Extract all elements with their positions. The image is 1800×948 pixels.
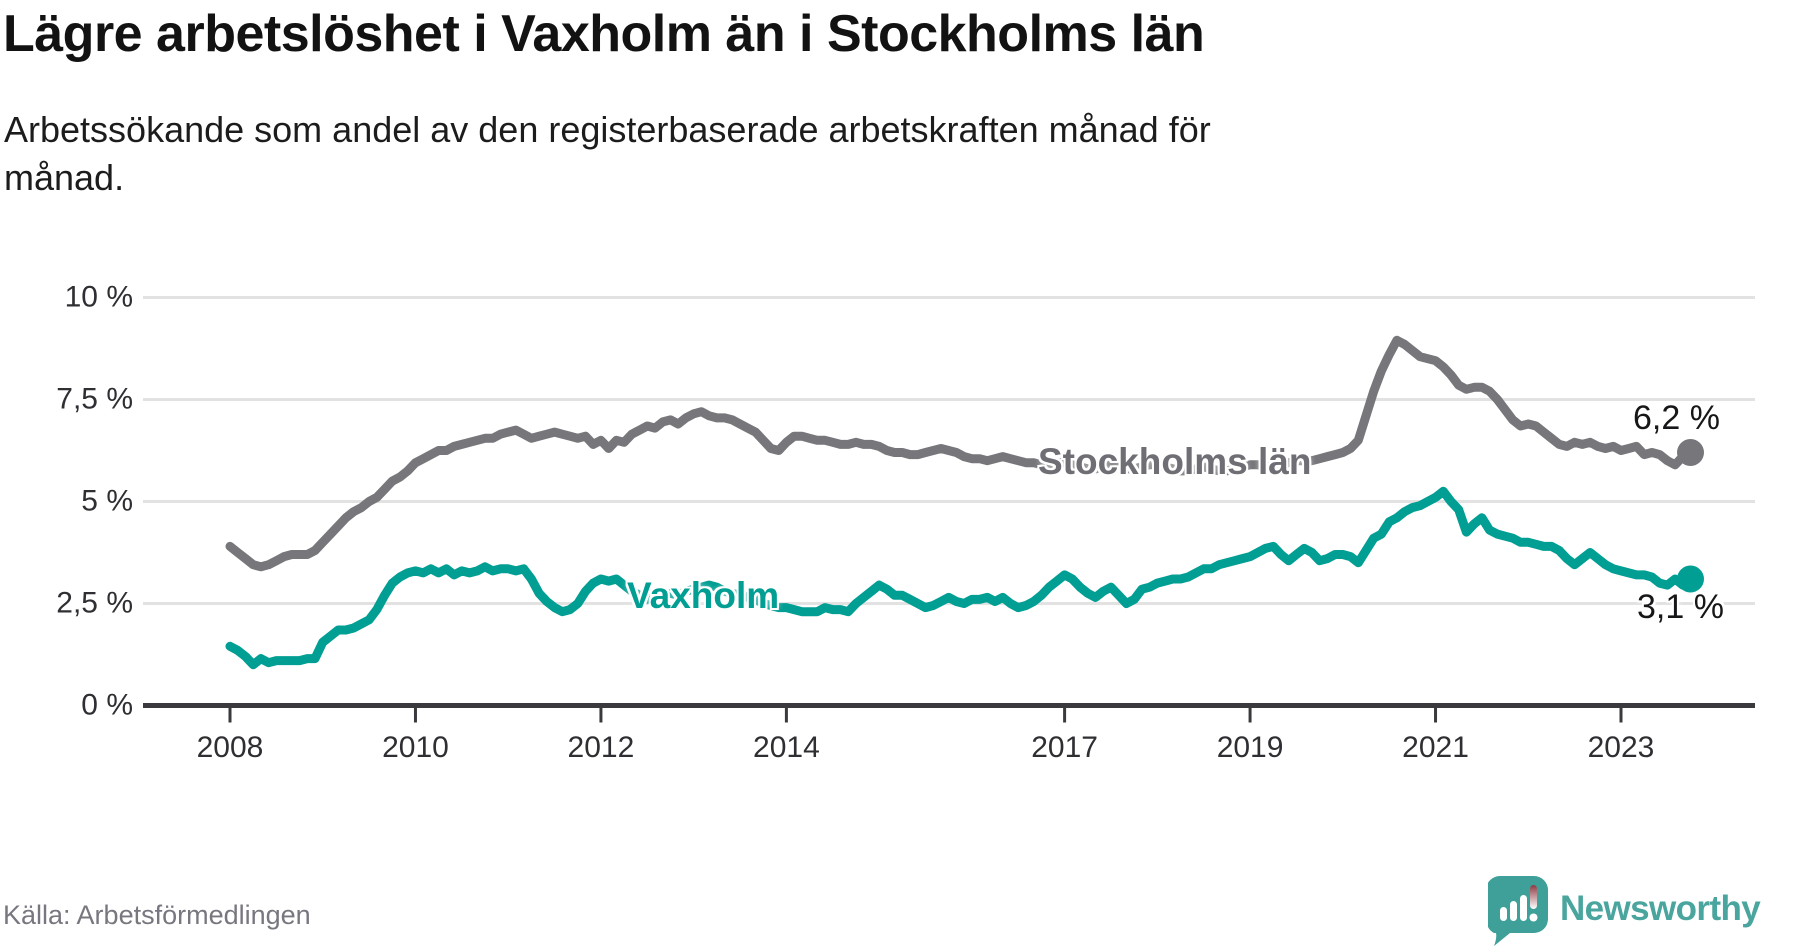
y-axis-label-2.5: 2,5 % [56, 585, 133, 619]
source-note: Källa: Arbetsförmedlingen [3, 900, 311, 930]
x-axis-label-2014: 2014 [753, 731, 820, 764]
y-axis-label-5: 5 % [81, 483, 133, 517]
y-axis-label-10: 10 % [64, 279, 133, 313]
end-dot-stockholms-l-n [1677, 439, 1704, 466]
x-axis-label-2019: 2019 [1216, 731, 1284, 764]
series-line-stockholms-l-n [225, 335, 1695, 572]
newsworthy-branding: Newsworthy [1488, 876, 1761, 948]
newsworthy-wordmark: Newsworthy [1560, 889, 1761, 928]
end-value-label-stockholms-lan: 6,2 % [1633, 399, 1720, 437]
x-axis-label-2010: 2010 [382, 731, 449, 764]
page-title: Lägre arbetslöshet i Vaxholm än i Stockh… [3, 5, 1205, 63]
y-axis-label-0: 0 % [81, 687, 133, 721]
series-label-stockholms-lan: Stockholms län [1038, 441, 1312, 482]
subtitle-line-1: Arbetssökande som andel av den registerb… [4, 109, 1211, 150]
speech-bubble-bar-chart-icon [1488, 876, 1548, 946]
chart-subtitle: Arbetssökande som andel av den registerb… [4, 106, 1211, 201]
x-axis-label-2017: 2017 [1031, 731, 1098, 764]
series-line-vaxholm [225, 486, 1695, 670]
x-axis-label-2008: 2008 [196, 731, 264, 764]
end-dot-vaxholm [1677, 565, 1704, 593]
x-axis-label-2012: 2012 [567, 731, 635, 764]
end-value-label-vaxholm: 3,1 % [1637, 588, 1724, 626]
x-axis-label-2023: 2023 [1587, 731, 1655, 764]
subtitle-line-2: månad. [4, 156, 125, 198]
y-axis-label-7.5: 7,5 % [56, 381, 133, 415]
series-label-vaxholm: Vaxholm [627, 575, 780, 616]
x-axis-label-2021: 2021 [1402, 731, 1469, 764]
